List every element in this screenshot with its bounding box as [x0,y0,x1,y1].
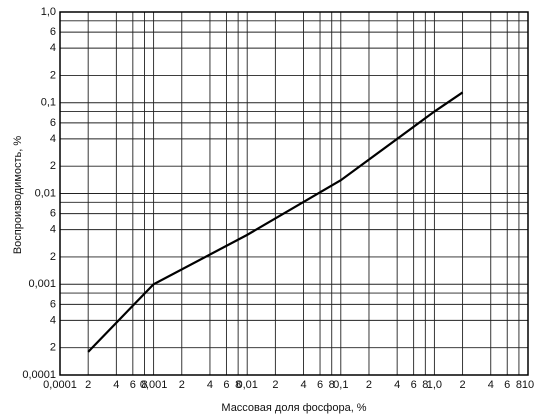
x-tick-label: 8 [516,379,522,391]
x-tick-label: 4 [300,379,306,391]
x-tick-label: 6 [317,379,323,391]
data-line [87,91,464,353]
y-tick-label: 0,01 [35,187,56,199]
x-tick-label: 2 [272,379,278,391]
y-tick-label: 4 [50,42,56,54]
x-tick-label: 2 [179,379,185,391]
x-tick-label: 8 [235,379,241,391]
x-tick-label: 6 [130,379,136,391]
y-tick-label: 4 [50,133,56,145]
x-tick-label: 2 [85,379,91,391]
y-tick-label: 6 [50,298,56,310]
y-axis-label: Воспроизводимость, % [12,136,24,255]
y-tick-label: 4 [50,314,56,326]
y-tick-label: 4 [50,224,56,236]
x-tick-label: 6 [504,379,510,391]
x-tick-label: 8 [141,379,147,391]
x-axis-label: Массовая доля фосфора, % [221,402,366,414]
y-tick-label: 2 [50,251,56,263]
x-tick-label: 8 [329,379,335,391]
x-tick-label: 4 [207,379,213,391]
x-tick-label: 1,0 [427,379,442,391]
x-tick-label: 4 [394,379,400,391]
y-tick-label: 2 [50,69,56,81]
x-tick-label: 2 [366,379,372,391]
x-tick-label: 6 [223,379,229,391]
x-tick-label: 8 [422,379,428,391]
y-tick-label: 0,1 [41,97,56,109]
x-tick-label: 10 [522,379,534,391]
x-tick-label: 0,001 [140,379,168,391]
y-tick-label: 2 [50,342,56,354]
x-tick-label: 6 [411,379,417,391]
plot-frame [59,11,529,376]
x-tick-label: 0,01 [236,379,257,391]
y-tick-label: 0,001 [28,278,56,290]
y-tick-label: 6 [50,208,56,220]
y-tick-label: 6 [50,26,56,38]
y-tick-label: 2 [50,160,56,172]
x-tick-label: 2 [460,379,466,391]
x-tick-label: 0,1 [333,379,348,391]
y-tick-label: 1,0 [41,6,56,18]
y-tick-label: 6 [50,117,56,129]
x-tick-label: 4 [113,379,119,391]
x-tick-label: 0,0001 [43,379,77,391]
y-tick-label: 0,0001 [22,369,56,381]
x-tick-label: 4 [488,379,494,391]
